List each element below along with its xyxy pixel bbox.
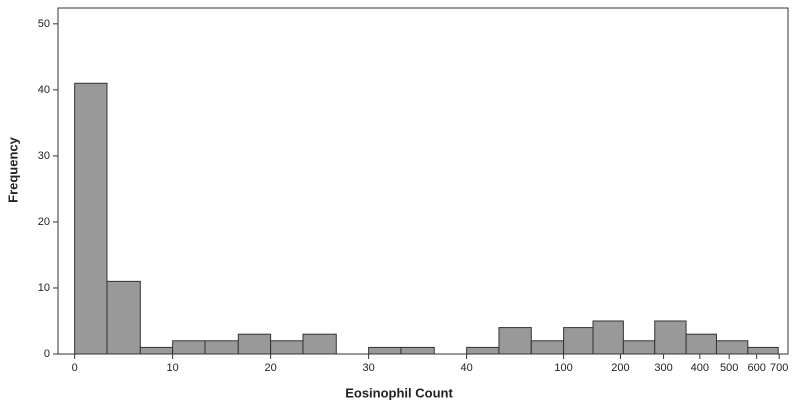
y-tick-label: 30 [38,150,50,162]
bar [654,320,687,355]
bar [715,340,749,355]
x-tick-label: 40 [460,362,472,374]
y-tick-label: 0 [44,348,50,360]
x-tick-label: 400 [691,362,709,374]
bar [400,346,435,355]
x-tick-label: 300 [654,362,672,374]
plot-frame [57,7,789,355]
x-tick-label: 100 [554,362,572,374]
x-tick-label: 700 [770,362,788,374]
bar [139,346,174,355]
x-tick-label: 30 [362,362,374,374]
x-tick-label: 500 [720,362,738,374]
y-tick-label: 40 [38,84,50,96]
x-tick-label: 200 [611,362,629,374]
bar [592,320,624,355]
bar [204,340,239,355]
x-tick-label: 600 [747,362,765,374]
bar [106,280,141,355]
bar [368,346,402,355]
bar [466,346,500,355]
bar [685,333,717,355]
x-tick-label: 0 [72,362,78,374]
x-tick-label: 20 [265,362,277,374]
bar [172,340,206,355]
bar [74,82,108,355]
x-tick-label: 10 [167,362,179,374]
bar [498,327,532,355]
y-axis-label: Frequency [5,136,20,203]
bar [270,340,304,355]
y-tick-label: 10 [38,282,50,294]
bar [237,333,272,355]
bar [622,340,656,355]
bar [530,340,565,355]
y-tick-label: 50 [38,18,50,30]
bar [747,346,779,355]
x-axis-label: Eosinophil Count [345,385,453,400]
bar [563,327,594,355]
y-tick-label: 20 [38,216,50,228]
bar [302,333,337,355]
